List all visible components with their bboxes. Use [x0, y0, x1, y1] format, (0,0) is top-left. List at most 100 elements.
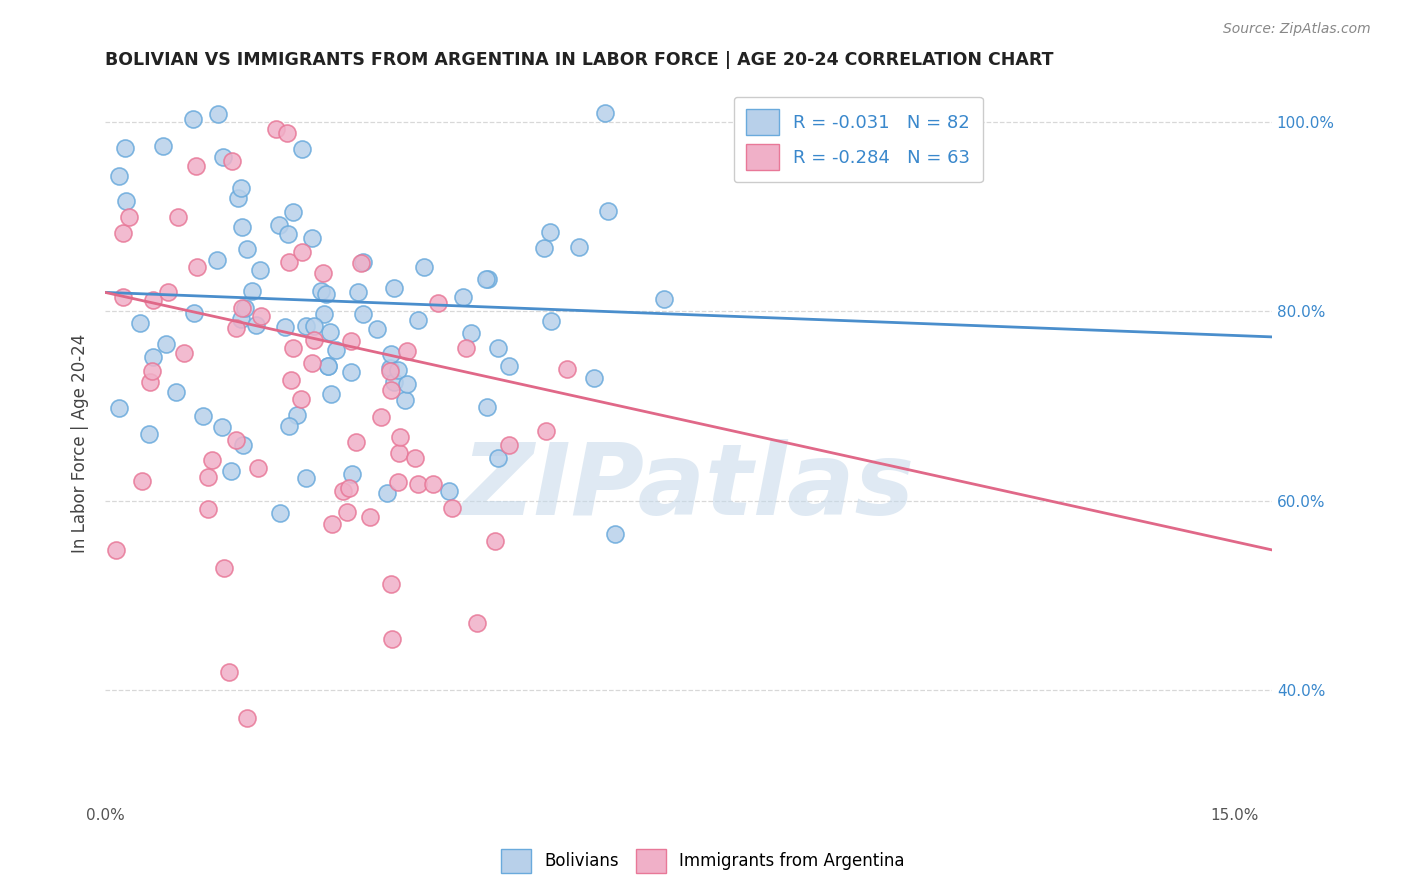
Point: [290, 392, 312, 406]
Point: [246, 461, 269, 475]
Point: [366, 322, 388, 336]
Point: [538, 225, 561, 239]
Point: [225, 320, 247, 334]
Point: [347, 285, 370, 300]
Point: [454, 341, 477, 355]
Point: [381, 632, 404, 647]
Point: [181, 112, 204, 126]
Point: [167, 210, 190, 224]
Point: [568, 240, 591, 254]
Point: [340, 467, 363, 481]
Point: [533, 241, 555, 255]
Point: [231, 301, 253, 315]
Point: [413, 260, 436, 274]
Point: [484, 533, 506, 548]
Point: [197, 470, 219, 484]
Point: [427, 296, 450, 310]
Point: [375, 486, 398, 500]
Point: [141, 364, 163, 378]
Point: [301, 355, 323, 369]
Point: [291, 245, 314, 260]
Point: [225, 434, 247, 448]
Point: [388, 429, 411, 443]
Point: [283, 204, 305, 219]
Point: [337, 481, 360, 495]
Point: [129, 316, 152, 330]
Point: [229, 181, 252, 195]
Point: [437, 483, 460, 498]
Point: [104, 543, 127, 558]
Point: [440, 500, 463, 515]
Point: [555, 361, 578, 376]
Point: [387, 363, 409, 377]
Point: [486, 450, 509, 465]
Point: [295, 471, 318, 485]
Point: [380, 361, 402, 376]
Point: [477, 272, 499, 286]
Point: [325, 343, 347, 358]
Point: [138, 427, 160, 442]
Point: [596, 204, 619, 219]
Point: [285, 408, 308, 422]
Point: [184, 159, 207, 173]
Point: [211, 419, 233, 434]
Point: [359, 510, 381, 524]
Point: [152, 138, 174, 153]
Point: [460, 326, 482, 341]
Point: [207, 107, 229, 121]
Point: [319, 325, 342, 339]
Point: [249, 310, 271, 324]
Point: [475, 400, 498, 414]
Point: [382, 281, 405, 295]
Point: [465, 616, 488, 631]
Point: [118, 210, 141, 224]
Point: [221, 153, 243, 168]
Point: [235, 301, 257, 316]
Point: [380, 383, 402, 397]
Point: [276, 126, 298, 140]
Point: [191, 409, 214, 424]
Point: [486, 341, 509, 355]
Point: [380, 577, 402, 591]
Point: [131, 474, 153, 488]
Point: [387, 475, 409, 490]
Point: [387, 445, 409, 459]
Point: [475, 272, 498, 286]
Point: [408, 476, 430, 491]
Point: [108, 401, 131, 416]
Point: [165, 385, 187, 400]
Point: [406, 313, 429, 327]
Point: [536, 424, 558, 438]
Point: [312, 307, 335, 321]
Point: [321, 516, 343, 531]
Point: [316, 359, 339, 374]
Point: [540, 314, 562, 328]
Point: [302, 333, 325, 347]
Point: [114, 141, 136, 155]
Point: [336, 505, 359, 519]
Text: BOLIVIAN VS IMMIGRANTS FROM ARGENTINA IN LABOR FORCE | AGE 20-24 CORRELATION CHA: BOLIVIAN VS IMMIGRANTS FROM ARGENTINA IN…: [105, 51, 1053, 69]
Point: [212, 560, 235, 574]
Point: [311, 284, 333, 298]
Point: [304, 318, 326, 333]
Point: [232, 438, 254, 452]
Point: [249, 262, 271, 277]
Point: [142, 293, 165, 308]
Point: [652, 292, 675, 306]
Point: [236, 711, 259, 725]
Legend: R = -0.031   N = 82, R = -0.284   N = 63: R = -0.031 N = 82, R = -0.284 N = 63: [734, 96, 983, 182]
Point: [229, 312, 252, 326]
Point: [112, 290, 135, 304]
Point: [277, 227, 299, 241]
Point: [205, 252, 228, 267]
Text: Source: ZipAtlas.com: Source: ZipAtlas.com: [1223, 22, 1371, 37]
Point: [112, 226, 135, 240]
Text: ZIPatlas: ZIPatlas: [463, 439, 915, 535]
Point: [219, 464, 242, 478]
Point: [201, 453, 224, 467]
Point: [312, 266, 335, 280]
Point: [498, 438, 520, 452]
Point: [582, 370, 605, 384]
Point: [498, 359, 520, 373]
Point: [212, 150, 235, 164]
